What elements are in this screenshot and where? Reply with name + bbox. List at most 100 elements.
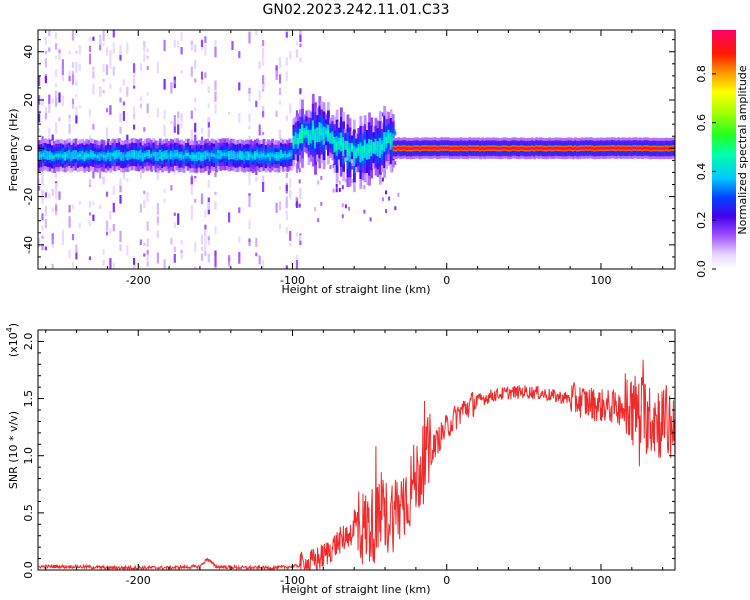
spectrogram-cell bbox=[285, 57, 288, 62]
spectrogram-cell bbox=[387, 133, 391, 139]
spectrogram-cell bbox=[608, 147, 612, 150]
spectrogram-cell bbox=[146, 55, 149, 60]
spectrogram-y-tick-label: -20 bbox=[22, 188, 35, 206]
spectrogram-cell bbox=[277, 154, 281, 159]
spectrogram-cell bbox=[87, 154, 91, 158]
spectrogram-cell bbox=[182, 155, 186, 159]
spectrogram-cell bbox=[344, 204, 347, 209]
spectrogram-cell bbox=[117, 152, 121, 156]
spectrogram-cell bbox=[68, 205, 71, 213]
spectrogram-cell bbox=[260, 153, 264, 158]
spectrogram-cell bbox=[505, 147, 508, 150]
spectrogram-cell bbox=[146, 65, 149, 70]
spectrogram-cell bbox=[299, 106, 302, 113]
spectrogram-cell bbox=[278, 223, 282, 230]
spectrogram-cell bbox=[109, 258, 112, 269]
spectrogram-cell bbox=[251, 155, 255, 159]
spectrogram-cell bbox=[660, 147, 664, 150]
spectrogram-cell bbox=[146, 259, 149, 267]
spectrogram-cell bbox=[359, 148, 363, 157]
spectrogram-cell bbox=[146, 48, 149, 53]
spectrogram-cell bbox=[271, 152, 274, 157]
spectrogram-cell bbox=[146, 241, 149, 247]
spectrogram-cell bbox=[156, 154, 160, 159]
spectrogram-cell bbox=[190, 66, 193, 77]
spectrogram-cell bbox=[48, 30, 51, 36]
spectrogram-cell bbox=[335, 183, 338, 188]
spectrogram-cell bbox=[200, 40, 204, 47]
spectrogram-cell bbox=[324, 130, 328, 135]
spectrogram-cell bbox=[112, 30, 115, 38]
spectrogram-cell bbox=[177, 40, 180, 49]
spectrogram-y-tick-label: 40 bbox=[22, 45, 35, 59]
spectrogram-cell bbox=[102, 90, 105, 94]
spectrogram-cell bbox=[337, 141, 341, 146]
spectrogram-cell bbox=[109, 84, 112, 89]
spectrogram-cell bbox=[455, 147, 459, 150]
spectrogram-cell bbox=[89, 152, 93, 157]
spectrogram-cell bbox=[494, 147, 497, 150]
spectrogram-cell bbox=[214, 39, 217, 47]
spectrogram-cell bbox=[170, 185, 173, 191]
spectrogram-cell bbox=[275, 110, 278, 117]
spectrogram-cell bbox=[289, 242, 292, 247]
spectrogram-cell bbox=[109, 228, 112, 235]
spectrogram-cell bbox=[38, 113, 41, 123]
spectrogram-cell bbox=[88, 53, 92, 65]
spectrogram-cell bbox=[258, 124, 261, 136]
spectrogram-cell bbox=[230, 152, 233, 157]
spectrogram-cell bbox=[489, 147, 493, 150]
spectrogram-cell bbox=[88, 45, 92, 52]
spectrogram-cell bbox=[163, 259, 166, 269]
spectrogram-y-axis-label: Frequency (Hz) bbox=[7, 109, 20, 192]
spectrogram-cell bbox=[289, 231, 292, 241]
spectrogram-cell bbox=[111, 152, 115, 157]
spectrogram-cell bbox=[88, 180, 92, 185]
spectrogram-cell bbox=[394, 131, 397, 136]
spectrogram-cell bbox=[376, 145, 380, 152]
spectrogram-cell bbox=[122, 79, 125, 86]
spectrogram-cell bbox=[96, 154, 100, 159]
snr-y-scale-suffix: ) bbox=[7, 323, 20, 327]
spectrogram-y-tick-label: -40 bbox=[22, 236, 35, 254]
spectrogram-cell bbox=[241, 153, 244, 158]
spectrogram-cell bbox=[112, 42, 115, 54]
spectrogram-cell bbox=[68, 123, 71, 134]
spectrogram-cell bbox=[78, 105, 81, 109]
spectrogram-cell bbox=[75, 94, 78, 98]
spectrogram-cell bbox=[81, 153, 84, 157]
snr-y-axis-label: SNR (10 * v/v) bbox=[7, 411, 20, 489]
spectrogram-cell bbox=[180, 113, 183, 123]
spectrogram-cell bbox=[107, 152, 110, 157]
spectrogram-cell bbox=[71, 30, 75, 39]
spectrogram-cell bbox=[248, 113, 251, 122]
spectrogram-cell bbox=[320, 201, 323, 206]
spectrogram-cell bbox=[539, 146, 543, 150]
snr-x-tick-label: 0 bbox=[443, 574, 450, 587]
spectrogram-cell bbox=[385, 136, 389, 144]
spectrogram-cell bbox=[275, 202, 278, 213]
spectrogram-cell bbox=[262, 39, 265, 47]
spectrogram-cell bbox=[552, 147, 556, 150]
spectrogram-cell bbox=[139, 96, 142, 102]
spectrogram-cell bbox=[353, 151, 356, 160]
spectrogram-cell bbox=[238, 51, 241, 59]
spectrogram-cell bbox=[589, 146, 592, 150]
spectrogram-cell bbox=[44, 152, 48, 157]
spectrogram-cell bbox=[139, 63, 142, 71]
spectrogram-cell bbox=[405, 147, 409, 150]
spectrogram-cell bbox=[207, 117, 210, 123]
spectrogram-cell bbox=[88, 37, 92, 42]
spectrogram-cell bbox=[61, 233, 64, 246]
spectrogram-cell bbox=[295, 49, 299, 58]
spectrogram-cell bbox=[133, 258, 136, 268]
spectrogram-cell bbox=[344, 178, 347, 183]
spectrogram-cell bbox=[262, 182, 265, 192]
spectrogram-cell bbox=[105, 127, 109, 139]
spectrogram-cell bbox=[109, 154, 113, 159]
spectrogram-cell bbox=[587, 147, 590, 150]
spectrogram-cell bbox=[357, 147, 361, 153]
spectrogram-cell bbox=[446, 146, 450, 150]
spectrogram-cell bbox=[248, 135, 251, 143]
spectrogram-cell bbox=[57, 153, 61, 158]
